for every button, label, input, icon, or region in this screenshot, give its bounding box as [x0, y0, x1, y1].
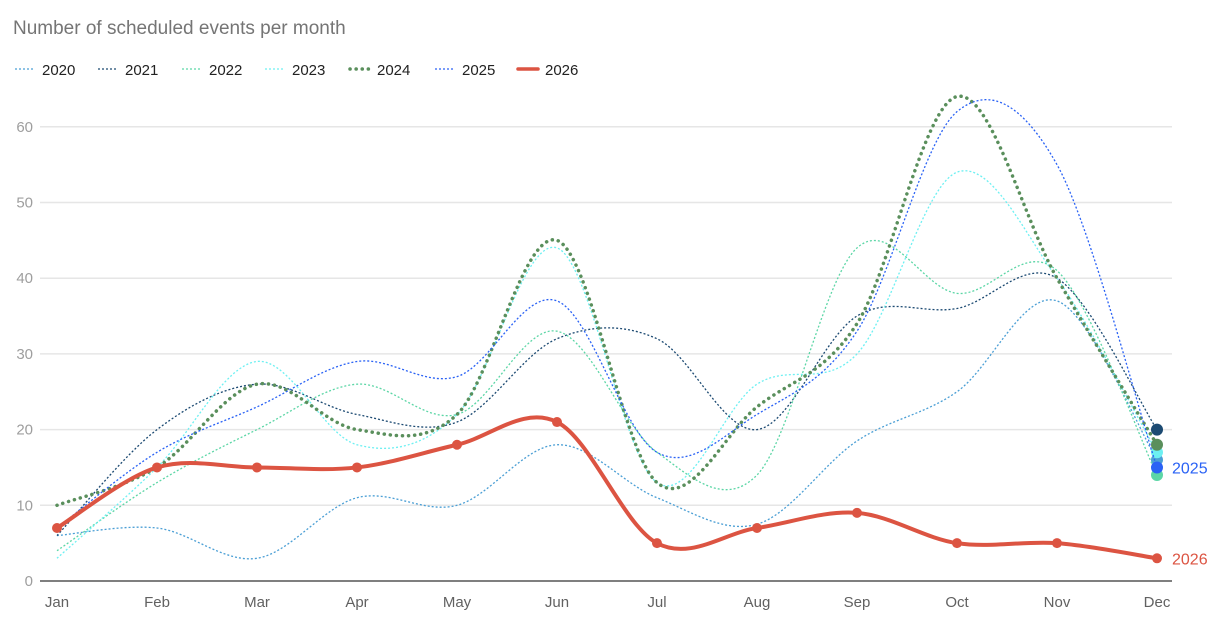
y-tick-label: 30: [16, 346, 33, 363]
x-tick-label: Sep: [844, 594, 871, 611]
legend-label-2026: 2026: [545, 62, 578, 79]
series-line-2023: [56, 170, 1158, 559]
y-tick-label: 50: [16, 195, 33, 212]
legend-label-2020: 2020: [42, 62, 75, 79]
series-line-2021: [56, 272, 1158, 537]
legend-label-2025: 2025: [462, 62, 495, 79]
y-tick-label: 20: [16, 422, 33, 439]
series-lines: [52, 94, 1163, 564]
x-tick-label: Jun: [545, 594, 569, 611]
chart-title: Number of scheduled events per month: [13, 18, 346, 39]
x-tick-label: Jul: [647, 594, 666, 611]
gridlines: [40, 126, 1172, 582]
x-axis: Jan Feb Mar Apr May Jun Jul Aug Sep Oct Nov Dec: [45, 594, 1171, 611]
data-point: [752, 523, 762, 534]
series-line-2022: [56, 239, 1158, 552]
y-tick-label: 0: [25, 573, 33, 590]
legend-label-2021: 2021: [125, 62, 158, 79]
end-labels: 2025 2026: [1172, 460, 1208, 568]
data-point: [952, 538, 962, 549]
x-tick-label: Feb: [144, 594, 170, 611]
x-tick-label: Aug: [744, 594, 771, 611]
x-tick-label: Dec: [1144, 594, 1171, 611]
legend: 2020 2021 2022 2023 2024 2025 2026: [15, 62, 578, 79]
series-line-2020: [56, 299, 1158, 560]
legend-label-2022: 2022: [209, 62, 242, 79]
end-label-2026: 2026: [1172, 551, 1208, 568]
y-tick-label: 40: [16, 270, 33, 287]
y-axis: 0 10 20 30 40 50 60: [16, 119, 33, 590]
end-label-2025: 2025: [1172, 460, 1208, 477]
data-point: [352, 462, 362, 473]
data-point: [1151, 438, 1163, 451]
data-point: [852, 507, 862, 518]
series-2022: [56, 239, 1163, 552]
series-line-2025: [56, 99, 1158, 529]
series-line-2024: [55, 94, 1159, 508]
x-tick-label: May: [443, 594, 472, 611]
data-point: [552, 417, 562, 428]
legend-label-2023: 2023: [292, 62, 325, 79]
series-2025: [56, 99, 1163, 529]
data-point: [52, 523, 62, 534]
y-tick-label: 10: [16, 497, 33, 514]
data-point: [152, 462, 162, 473]
x-tick-label: Apr: [345, 594, 368, 611]
data-point: [452, 439, 462, 450]
legend-label-2024: 2024: [377, 62, 410, 79]
x-tick-label: Jan: [45, 594, 69, 611]
series-2026: [52, 415, 1162, 564]
x-tick-label: Mar: [244, 594, 270, 611]
data-point: [1152, 553, 1162, 564]
data-point: [652, 538, 662, 549]
x-tick-label: Nov: [1044, 594, 1071, 611]
series-2024: [55, 94, 1163, 508]
data-point: [1151, 423, 1163, 436]
data-point: [1151, 461, 1163, 474]
x-tick-label: Oct: [945, 594, 969, 611]
series-line-2026: [55, 415, 1158, 561]
series-2021: [56, 272, 1163, 537]
y-tick-label: 60: [16, 119, 33, 136]
data-point: [252, 462, 262, 473]
data-point: [1052, 538, 1062, 549]
